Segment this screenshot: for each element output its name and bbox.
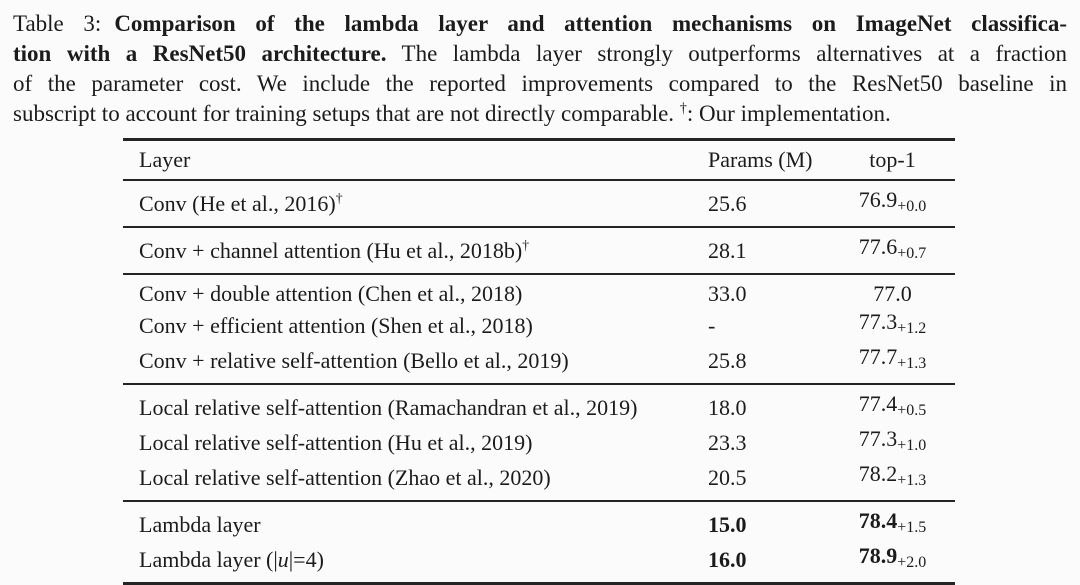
text-segment: Comparison of the lambda layer and atten… (114, 11, 1067, 36)
table-row: Conv + relative self-attention (Bello et… (123, 343, 955, 384)
table-row: Local relative self-attention (Hu et al.… (123, 425, 955, 460)
text-segment: Table 3: (13, 11, 102, 36)
table-caption: Table 3: Comparison of the lambda layer a… (0, 0, 1080, 129)
layer-cell: Local relative self-attention (Zhao et a… (123, 460, 708, 501)
layer-cell: Local relative self-attention (Ramachand… (123, 384, 708, 425)
text-segment: Conv + relative self-attention (Bello et… (139, 347, 569, 373)
text-segment: tion with a ResNet50 architecture. (13, 41, 387, 66)
top1-subscript: +1.3 (897, 355, 927, 372)
top1-cell: 77.7+1.3 (830, 343, 955, 384)
table-row: Conv + double attention (Chen et al., 20… (123, 274, 955, 308)
top1-value: 77.0 (873, 281, 912, 306)
top1-cell: 77.0 (830, 274, 955, 308)
params-cell: 33.0 (708, 281, 747, 306)
text-segment: Lambda layer (| (139, 546, 278, 572)
top1-subscript: +0.0 (897, 198, 927, 215)
text-segment: Conv + channel attention (Hu et al., 201… (139, 237, 523, 263)
params-cell: 25.8 (708, 347, 747, 373)
text-segment: Conv + efficient attention (Shen et al.,… (139, 312, 533, 338)
text-segment: : Our implementation. (686, 101, 891, 126)
params-cell: 15.0 (708, 511, 747, 537)
top1-subscript: +1.5 (897, 519, 927, 536)
table-group: Lambda layer 15.0 78.4+1.5 Lambda layer (|u… (123, 501, 955, 584)
text-segment: Local relative self-attention (Zhao et a… (139, 464, 551, 490)
caption-line: subscript to account for training setups… (13, 99, 1067, 129)
layer-cell: Conv + relative self-attention (Bello et… (123, 343, 708, 384)
layer-cell: Lambda layer (123, 501, 708, 542)
text-segment: subscript to account for training setups… (13, 101, 680, 126)
params-cell: - (708, 312, 716, 338)
dagger-mark: † (522, 237, 530, 253)
top1-value: 77.6 (858, 234, 898, 259)
top1-subscript: +1.0 (897, 437, 927, 454)
column-header-top1: top-1 (869, 147, 916, 172)
params-cell: 16.0 (708, 546, 747, 572)
top1-value: 78.9 (858, 543, 898, 568)
text-segment: Conv (He et al., 2016) (139, 190, 336, 216)
top1-value: 78.4 (858, 508, 898, 533)
table-group: Conv + channel attention (Hu et al., 201… (123, 227, 955, 274)
top1-cell: 78.2+1.3 (830, 460, 955, 501)
text-segment: Conv + double attention (Chen et al., 20… (139, 281, 523, 306)
top1-value: 77.4 (858, 391, 898, 416)
header-row: Layer Params (M) top-1 (123, 140, 955, 181)
text-segment: |=4) (288, 546, 324, 572)
text-segment: Local relative self-attention (Ramachand… (139, 394, 638, 420)
table-group: Conv (He et al., 2016)† 25.6 76.9+0.0 (123, 180, 955, 227)
top1-value: 77.7 (858, 344, 898, 369)
layer-cell: Local relative self-attention (Hu et al.… (123, 425, 708, 460)
top1-subscript: +1.3 (897, 472, 927, 489)
layer-cell: Lambda layer (|u|=4) (123, 542, 708, 584)
text-segment: Local relative self-attention (Hu et al.… (139, 429, 533, 455)
text-segment: Lambda layer (139, 511, 261, 537)
top1-subscript: +0.5 (897, 402, 927, 419)
table-row: Conv (He et al., 2016)† 25.6 76.9+0.0 (123, 180, 955, 227)
top1-cell: 77.3+1.0 (830, 425, 955, 460)
top1-cell: 77.4+0.5 (830, 384, 955, 425)
text-segment: The lambda layer strongly outperforms al… (386, 41, 1068, 66)
table-group: Local relative self-attention (Ramachand… (123, 384, 955, 501)
top1-cell: 76.9+0.0 (830, 180, 955, 227)
layer-cell: Conv + double attention (Chen et al., 20… (123, 274, 708, 308)
top1-subscript: +1.2 (897, 320, 927, 337)
layer-cell: Conv + efficient attention (Shen et al.,… (123, 308, 708, 343)
params-cell: 23.3 (708, 429, 747, 455)
caption-line: of the parameter cost. We include the re… (13, 69, 1067, 99)
table-row: Local relative self-attention (Ramachand… (123, 384, 955, 425)
params-cell: 25.6 (708, 190, 747, 216)
table-group: Conv + double attention (Chen et al., 20… (123, 274, 955, 384)
top1-value: 76.9 (858, 187, 898, 212)
caption-line: tion with a ResNet50 architecture. The l… (13, 39, 1067, 69)
dagger-mark: † (335, 190, 343, 206)
top1-cell: 77.3+1.2 (830, 308, 955, 343)
top1-subscript: +2.0 (897, 554, 927, 571)
caption-line: Table 3: Comparison of the lambda layer a… (13, 9, 1067, 39)
column-header-params: Params (M) (708, 147, 813, 172)
table-row: Lambda layer 15.0 78.4+1.5 (123, 501, 955, 542)
text-segment: u (277, 546, 289, 572)
column-header-layer: Layer (139, 147, 191, 172)
layer-cell: Conv (He et al., 2016)† (123, 180, 708, 227)
layer-cell: Conv + channel attention (Hu et al., 201… (123, 227, 708, 274)
table-row: Local relative self-attention (Zhao et a… (123, 460, 955, 501)
top1-subscript: +0.7 (897, 245, 927, 262)
top1-value: 77.3 (858, 426, 898, 451)
top1-value: 78.2 (858, 461, 898, 486)
text-segment: of the parameter cost. We include the re… (13, 71, 1067, 96)
table-row: Lambda layer (|u|=4) 16.0 78.9+2.0 (123, 542, 955, 584)
top1-value: 77.3 (858, 309, 898, 334)
top1-cell: 77.6+0.7 (830, 227, 955, 274)
top1-cell: 78.9+2.0 (830, 542, 955, 584)
table-row: Conv + efficient attention (Shen et al.,… (123, 308, 955, 343)
table-row: Conv + channel attention (Hu et al., 201… (123, 227, 955, 274)
results-table: Layer Params (M) top-1 Conv (He et al., … (123, 138, 955, 585)
table-header: Layer Params (M) top-1 (123, 140, 955, 181)
params-cell: 28.1 (708, 237, 747, 263)
params-cell: 18.0 (708, 394, 747, 420)
top1-cell: 78.4+1.5 (830, 501, 955, 542)
params-cell: 20.5 (708, 464, 747, 490)
dagger-mark: † (679, 100, 687, 117)
